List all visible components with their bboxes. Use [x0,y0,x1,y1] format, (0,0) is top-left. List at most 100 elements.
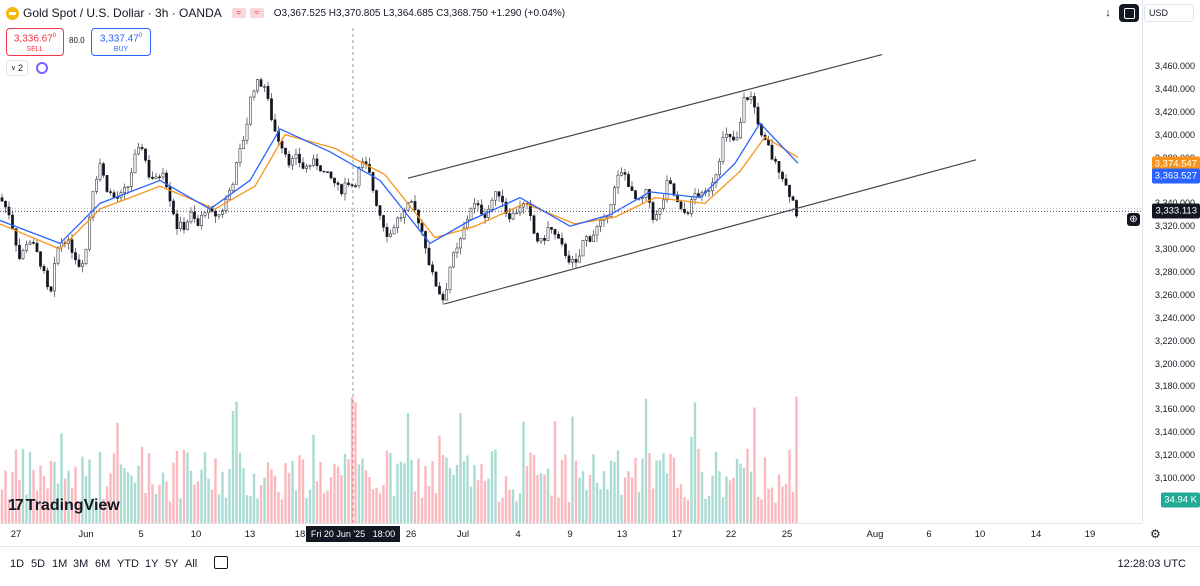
add-alert-icon[interactable]: ⊕ [1127,213,1140,226]
volume-bar [459,412,462,523]
volume-bar [735,458,739,523]
volume-bar [501,497,504,523]
volume-bar [165,481,168,523]
candle-down [564,243,567,256]
volume-bar [130,475,133,523]
chart-area[interactable] [0,0,1142,523]
volume-bar [714,451,718,523]
volume-bar [357,464,361,523]
legend-open: O3,367.525 [273,7,326,19]
wave-icon[interactable]: ≈ [249,8,264,18]
candle-up [452,252,455,268]
volume-bar [480,464,483,523]
candle-down [630,186,634,191]
volume-bar [438,435,441,523]
range-button-5d[interactable]: 5D [31,558,46,570]
range-button-1d[interactable]: 1D [10,558,25,570]
candle-down [732,136,735,141]
candle-up [662,199,665,209]
candle-up [21,250,25,260]
candle-up [389,233,392,237]
volume-bar [417,458,420,523]
sell-button[interactable]: 3,336.670 SELL [6,28,64,56]
volume-bar [277,491,280,523]
candle-down [196,218,200,226]
range-button-6m[interactable]: 6M [95,558,111,570]
time-tick: Jul [456,529,470,540]
volume-bar [70,488,74,523]
candle-down [560,238,564,245]
candle-down [70,239,74,253]
candle-up [466,219,469,229]
range-button-1y[interactable]: 1Y [145,558,159,570]
candle-up [305,165,308,169]
indicators-toggle[interactable]: ∨ 2 [6,60,28,76]
candle-down [623,172,627,175]
volume-bar [228,468,231,523]
candle-up [725,133,728,138]
volume-bar [305,497,308,523]
candle-up [53,262,56,292]
volume-bar [546,468,550,523]
sell-label: SELL [26,46,44,54]
range-button-3m[interactable]: 3M [73,558,89,570]
volume-bar [690,436,693,523]
candle-up [585,236,588,241]
volume-bar [749,471,753,523]
candle-up [392,227,396,235]
range-button-1m[interactable]: 1M [52,558,68,570]
time-tick: Aug [866,529,884,540]
candle-up [406,201,410,211]
volume-bar [200,469,203,523]
candle-up [126,186,130,188]
candle-down [116,197,119,199]
volume-bar [378,493,382,523]
candle-down [557,234,560,239]
candle-down [336,182,340,185]
volume-bar [630,477,634,523]
candle-up [511,212,515,220]
volume-bar [574,460,578,523]
settings-icon[interactable]: ⚙ [1150,527,1161,541]
volume-bar [0,489,4,523]
time-axis[interactable]: 27 Jun 5 10 13 18 26 Jul 4 9 13 17 22 25 Aug 6 10 14 19 [0,523,1142,546]
volume-bar [420,497,424,523]
candle-down [368,164,371,173]
volume-bar [340,475,343,523]
range-button-all[interactable]: All [185,558,198,570]
candle-down [350,184,354,186]
calendar-icon[interactable] [214,556,228,569]
currency-label: USD [1149,8,1169,18]
volume-bar [364,470,368,523]
volume-bar [707,495,711,523]
volume-bar [25,494,28,523]
symbol-name[interactable]: Gold Spot / U.S. Dollar · 3h · OANDA [23,6,222,20]
volume-bar [788,449,791,523]
candle-down [553,229,557,235]
volume-bar [217,494,221,523]
candle-down [431,264,434,273]
loading-icon [36,62,48,74]
bottom-toolbar: 1D 5D 1M 3M 6M YTD 1Y 5Y All 12:28:03 UTC [0,546,1200,586]
buy-button[interactable]: 3,337.470 BUY [91,28,151,56]
currency-select[interactable]: USD [1144,4,1194,22]
range-button-5y[interactable]: 5Y [165,558,179,570]
candle-up [242,139,245,149]
candle-up [252,90,256,98]
volume-bar [256,498,259,523]
clock-label[interactable]: 12:28:03 UTC [1117,558,1186,570]
price-axis[interactable]: 3,460.0003,440.0003,420.0003,400.0003,38… [1142,0,1200,523]
screenshot-icon[interactable] [1119,4,1139,22]
eye-icon[interactable]: = [231,8,246,18]
volume-bar [648,452,651,523]
volume-bar [620,494,623,523]
range-button-ytd[interactable]: YTD [117,558,139,570]
volume-bar [151,484,154,523]
price-chart[interactable] [0,0,1142,523]
volume-bar [469,486,473,523]
download-icon[interactable]: ↓ [1105,7,1111,19]
candle-up [620,172,623,176]
ma-blue-price-label: 3,363.527 [1151,168,1200,184]
volume-bar [613,461,616,523]
candle-up [25,244,28,251]
